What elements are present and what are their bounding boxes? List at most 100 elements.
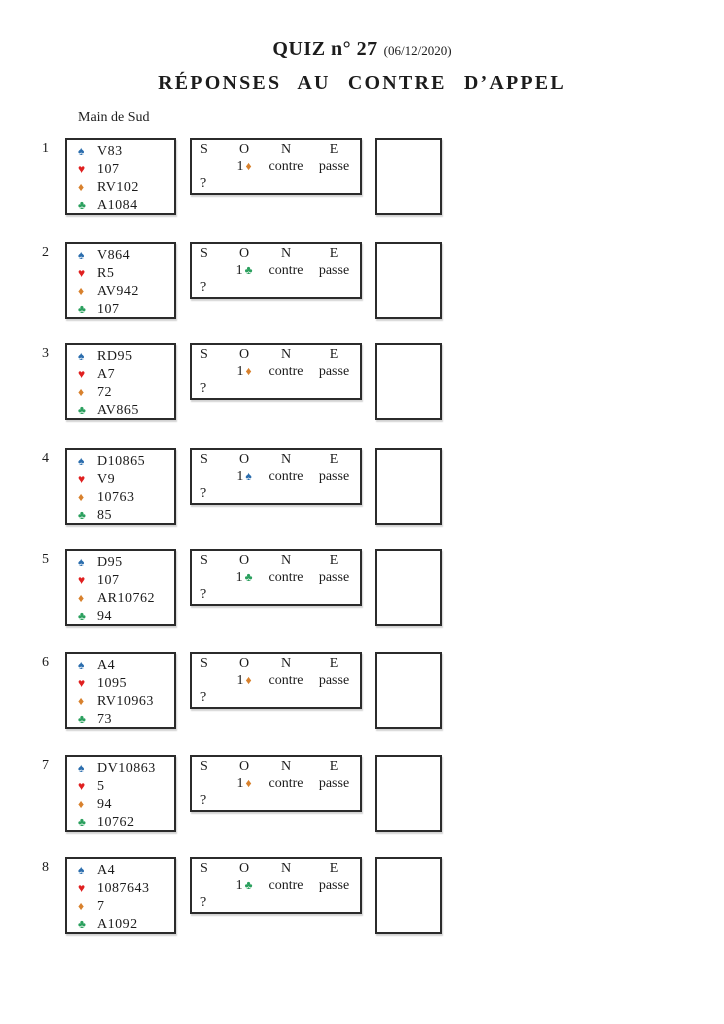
answer-box[interactable] xyxy=(375,755,442,832)
club-icon: ♣ xyxy=(78,815,86,829)
west-opening-bid: 1 ♦ xyxy=(226,775,262,792)
spades-line: ♠ A4 xyxy=(78,656,174,674)
seat-label-west: O xyxy=(238,347,250,362)
seat-label-west: O xyxy=(238,142,250,157)
club-ranks: 85 xyxy=(97,508,112,523)
opening-bid-level: 1 xyxy=(235,570,243,585)
opening-suit-icon: ♣ xyxy=(244,570,253,584)
answer-box[interactable] xyxy=(375,343,442,420)
quiz-row: 3 ♠ RD95 ♥ A7 ♦ 72 ♣ AV865 S O N xyxy=(0,343,724,423)
seat-label-east: E xyxy=(329,759,339,774)
seat-label-north: N xyxy=(280,452,292,467)
spade-ranks: A4 xyxy=(97,658,116,673)
spade-ranks: V83 xyxy=(97,144,123,159)
bidding-header-row: S O N E xyxy=(192,758,360,775)
seat-label-east: E xyxy=(329,656,339,671)
answer-box[interactable] xyxy=(375,448,442,525)
seat-label-north: N xyxy=(280,553,292,568)
north-bid: contre xyxy=(268,364,304,379)
answer-box[interactable] xyxy=(375,652,442,729)
heart-ranks: A7 xyxy=(97,367,116,382)
club-icon: ♣ xyxy=(78,302,86,316)
hearts-line: ♥ A7 xyxy=(78,365,174,383)
bidding-prompt-row: ? xyxy=(192,380,360,397)
south-prompt: ? xyxy=(200,895,207,910)
seat-label-east: E xyxy=(329,142,339,157)
bidding-prompt-row: ? xyxy=(192,175,360,192)
answer-box[interactable] xyxy=(375,549,442,626)
east-bid: passe xyxy=(318,364,350,379)
seat-label-west: O xyxy=(238,656,250,671)
club-ranks: A1084 xyxy=(97,198,138,213)
seat-label-south: S xyxy=(200,142,208,157)
bidding-box: S O N E 1 ♦ contre passe ? xyxy=(190,138,362,195)
west-opening-bid: 1 ♣ xyxy=(226,877,262,894)
bidding-prompt-row: ? xyxy=(192,279,360,296)
seat-label-east: E xyxy=(329,861,339,876)
seat-label-east: E xyxy=(329,452,339,467)
south-prompt: ? xyxy=(200,486,207,501)
spade-ranks: A4 xyxy=(97,863,116,878)
bidding-header-row: S O N E xyxy=(192,655,360,672)
club-ranks: 107 xyxy=(97,302,120,317)
spades-line: ♠ D95 xyxy=(78,553,174,571)
spade-ranks: D95 xyxy=(97,555,123,570)
west-opening-bid: 1 ♦ xyxy=(226,672,262,689)
hand-number: 6 xyxy=(42,655,49,670)
quiz-row: 7 ♠ DV10863 ♥ 5 ♦ 94 ♣ 10762 S O xyxy=(0,755,724,835)
bidding-calls-row: 1 ♣ contre passe xyxy=(192,569,360,586)
quiz-title: QUIZ n° 27 xyxy=(272,38,378,60)
opening-suit-icon: ♦ xyxy=(245,364,252,378)
seat-label-west: O xyxy=(238,861,250,876)
clubs-line: ♣ 10762 xyxy=(78,813,174,831)
seat-label-west: O xyxy=(238,452,250,467)
spade-ranks: DV10863 xyxy=(97,761,156,776)
quiz-row: 1 ♠ V83 ♥ 107 ♦ RV102 ♣ A1084 S O xyxy=(0,138,724,218)
diamonds-line: ♦ RV102 xyxy=(78,178,174,196)
heart-ranks: 1087643 xyxy=(97,881,150,896)
hand-box: ♠ DV10863 ♥ 5 ♦ 94 ♣ 10762 xyxy=(65,755,176,832)
bidding-box: S O N E 1 ♦ contre passe ? xyxy=(190,652,362,709)
diamond-icon: ♦ xyxy=(78,591,85,605)
seat-label-west: O xyxy=(238,553,250,568)
east-bid: passe xyxy=(318,263,350,278)
seat-label-south: S xyxy=(200,759,208,774)
quiz-row: 6 ♠ A4 ♥ 1095 ♦ RV10963 ♣ 73 S O xyxy=(0,652,724,732)
west-opening-bid: 1 ♦ xyxy=(226,363,262,380)
bidding-box: S O N E 1 ♣ contre passe ? xyxy=(190,549,362,606)
spade-ranks: V864 xyxy=(97,248,131,263)
heart-ranks: 107 xyxy=(97,162,120,177)
diamond-ranks: AV942 xyxy=(97,284,139,299)
north-bid: contre xyxy=(268,673,304,688)
spades-line: ♠ DV10863 xyxy=(78,759,174,777)
answer-box[interactable] xyxy=(375,857,442,934)
east-bid: passe xyxy=(318,570,350,585)
seat-label-south: S xyxy=(200,553,208,568)
club-icon: ♣ xyxy=(78,712,86,726)
bidding-calls-row: 1 ♦ contre passe xyxy=(192,158,360,175)
diamond-ranks: AR10762 xyxy=(97,591,155,606)
diamond-ranks: 7 xyxy=(97,899,105,914)
bidding-prompt-row: ? xyxy=(192,586,360,603)
east-bid: passe xyxy=(318,159,350,174)
diamond-icon: ♦ xyxy=(78,797,85,811)
spade-icon: ♠ xyxy=(78,761,85,775)
bidding-header-row: S O N E xyxy=(192,451,360,468)
hand-number: 4 xyxy=(42,451,49,466)
answer-box[interactable] xyxy=(375,138,442,215)
hand-box: ♠ A4 ♥ 1095 ♦ RV10963 ♣ 73 xyxy=(65,652,176,729)
opening-suit-icon: ♦ xyxy=(245,159,252,173)
spade-icon: ♠ xyxy=(78,863,85,877)
opening-bid-level: 1 xyxy=(236,469,244,484)
hearts-line: ♥ R5 xyxy=(78,264,174,282)
hand-number: 1 xyxy=(42,141,49,156)
hand-box: ♠ D95 ♥ 107 ♦ AR10762 ♣ 94 xyxy=(65,549,176,626)
west-opening-bid: 1 ♣ xyxy=(226,262,262,279)
club-ranks: 73 xyxy=(97,712,112,727)
answer-box[interactable] xyxy=(375,242,442,319)
spade-ranks: RD95 xyxy=(97,349,133,364)
heart-icon: ♥ xyxy=(78,367,86,381)
north-bid: contre xyxy=(268,878,304,893)
hand-box: ♠ A4 ♥ 1087643 ♦ 7 ♣ A1092 xyxy=(65,857,176,934)
